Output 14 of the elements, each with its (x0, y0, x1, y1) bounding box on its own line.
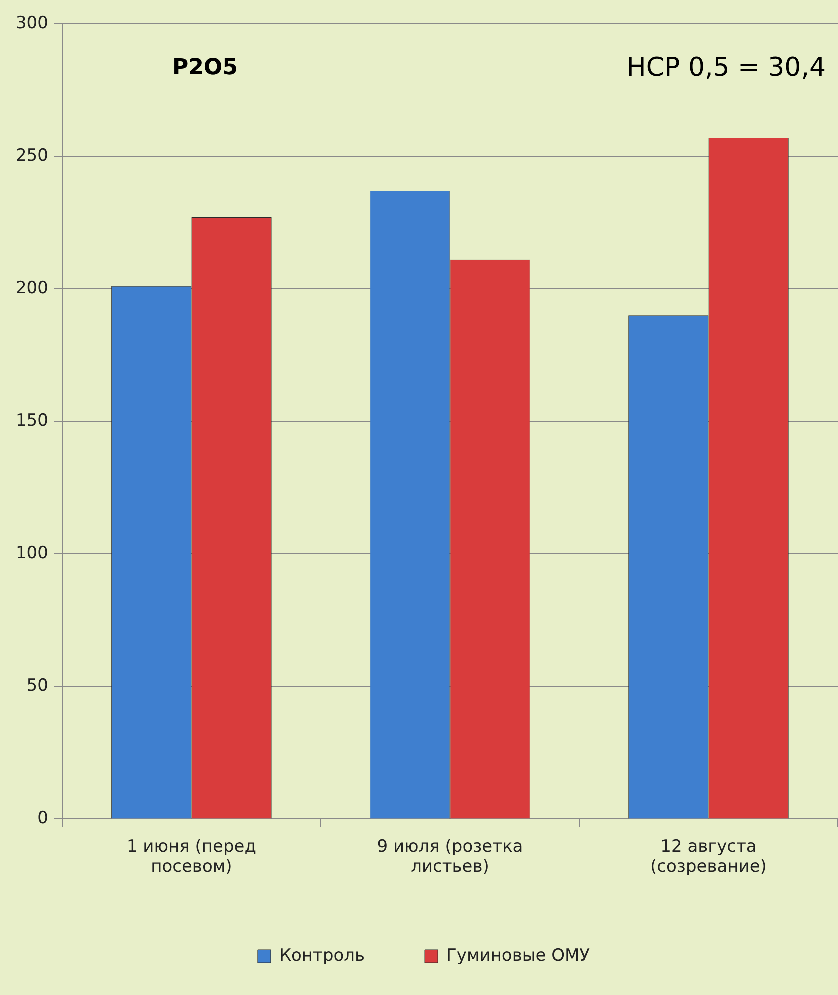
annotation: НСР 0,5 = 30,4 (626, 52, 826, 83)
x-tick-label: 12 августа (созревание) (650, 836, 767, 878)
text: P2O5 (172, 56, 238, 81)
y-tick-label: 250 (16, 146, 48, 166)
x-tick-label: 9 июля (розетка листьев) (377, 836, 524, 878)
y-tick-label: 300 (16, 13, 48, 34)
y-tick-label: 200 (16, 278, 48, 298)
y-tick-label: 50 (26, 676, 48, 696)
y-tick-label: 0 (38, 808, 48, 829)
y-tick-label: 100 (16, 544, 48, 564)
legend-label: Гуминовые ОМУ (446, 946, 591, 966)
x-tick-label: 1 июня (перед посевом) (126, 836, 256, 878)
legend-label: Контроль (279, 946, 366, 966)
y-tick-label: 150 (16, 411, 48, 432)
